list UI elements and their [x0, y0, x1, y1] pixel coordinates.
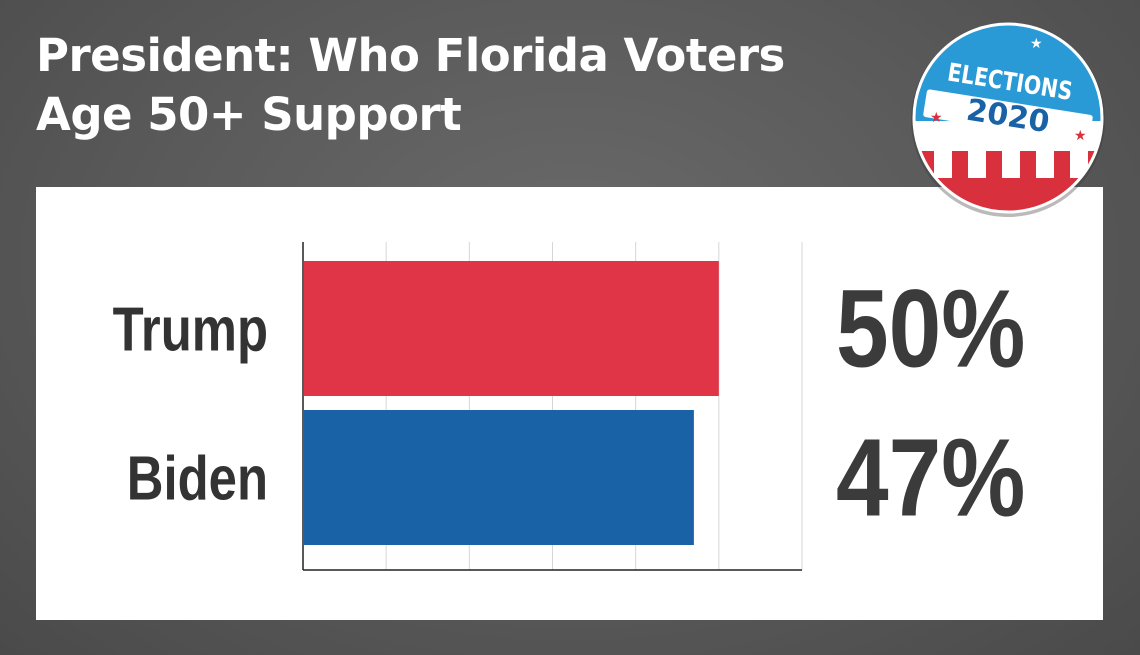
star-icon: ★ — [1074, 127, 1087, 143]
value-label-trump: 50% — [836, 267, 1025, 390]
value-label-biden: 47% — [836, 416, 1025, 539]
bar-chart: Trump 50% Biden 47% — [113, 242, 1025, 571]
bar-biden — [304, 410, 694, 545]
title-line-1: President: Who Florida Voters — [36, 29, 785, 82]
title-line-2: Age 50+ Support — [36, 88, 462, 141]
star-icon: ★ — [1030, 35, 1043, 51]
chart-panel: Trump 50% Biden 47% — [36, 187, 1103, 620]
category-label-biden: Biden — [127, 445, 268, 514]
elections-2020-badge: ELECTIONS 2020 ★ ★ ★ — [911, 22, 1105, 217]
bar-trump — [304, 261, 719, 396]
category-label-trump: Trump — [113, 296, 268, 365]
star-icon: ★ — [930, 109, 943, 125]
chart-title: President: Who Florida Voters Age 50+ Su… — [36, 26, 896, 144]
